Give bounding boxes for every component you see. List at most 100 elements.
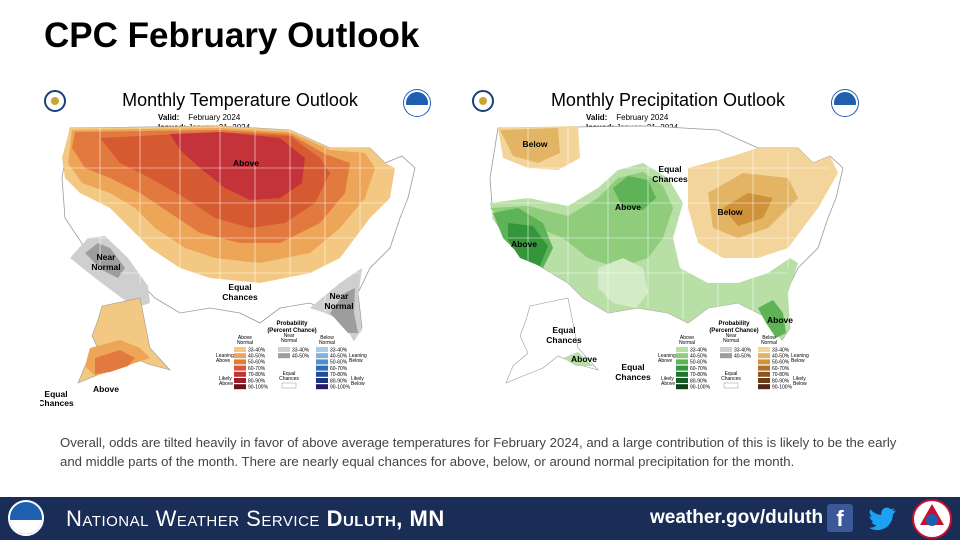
- legend-near-swatches: 33-40%40-50%: [720, 347, 752, 360]
- temp-equal-label-1: Equal: [228, 282, 251, 292]
- legend-col-near-2: Normal: [281, 338, 297, 344]
- legend-below-swatches: 33-40%40-50%50-60%60-70%70-80%80-90%90-1…: [316, 347, 351, 391]
- legend-near-swatches: 33-40%40-50%: [278, 347, 310, 360]
- precip-above-sw-label: Above: [511, 239, 537, 249]
- legend-likely-below-2: Below: [793, 381, 807, 387]
- precip-above-central-label: Above: [615, 202, 641, 212]
- temp-above-swatch-0: [234, 347, 246, 352]
- outlook-description: Overall, odds are tilted heavily in favo…: [60, 435, 897, 469]
- valid-key: Valid:: [586, 113, 608, 122]
- precip-below-swatch-6: [758, 384, 770, 390]
- precip-above-swatch-2: [676, 359, 688, 365]
- legend-likely-below-2: Below: [351, 381, 365, 387]
- precip-below-nw-label: Below: [522, 139, 547, 149]
- legend-equal-2: Chances: [721, 376, 741, 382]
- precip-above-swatch-5: [676, 378, 688, 383]
- temp-near-range-0: 33-40%: [292, 347, 310, 353]
- legend-leaning-above-2: Above: [216, 358, 230, 364]
- legend-col-near-1: Near: [726, 333, 737, 339]
- legend-col-above-1: Above: [238, 335, 252, 341]
- legend-likely-above-2: Above: [219, 381, 233, 387]
- temperature-outlook-map: Above Near Normal Near Normal Equal Chan…: [40, 125, 416, 408]
- temp-ak-equal-label-1: Equal: [44, 389, 67, 399]
- nws-office: Duluth, MN: [326, 506, 445, 531]
- precip-below-swatch-2: [758, 359, 770, 365]
- temp-above-range-0: 33-40%: [248, 347, 266, 353]
- temp-ak-above-label: Above: [93, 384, 119, 394]
- temperature-outlook-title: Monthly Temperature Outlook: [122, 90, 358, 110]
- temp-below-swatch-0: [316, 347, 328, 352]
- precipitation-outlook-map: Below Equal Chances Above Above Below Ab…: [489, 125, 844, 391]
- temp-above-range-1: 40-50%: [248, 354, 266, 360]
- legend-col-near-1: Near: [284, 333, 295, 339]
- temp-above-label: Above: [233, 158, 259, 168]
- temp-below-range-0: 33-40%: [330, 347, 348, 353]
- temp-below-swatch-5: [316, 378, 328, 383]
- legend-equal-1: Equal: [283, 371, 296, 377]
- nws-badge-icon: [912, 499, 952, 539]
- legend-col-above-1: Above: [680, 335, 694, 341]
- precip-above-swatch-4: [676, 371, 688, 377]
- alaska-above-33-40: [563, 352, 593, 366]
- temp-near-swatch-1: [278, 353, 290, 359]
- precip-below-swatch-3: [758, 365, 770, 371]
- precip-ak-above-label: Above: [571, 354, 597, 364]
- legend-likely-above-1: Likely: [661, 376, 674, 382]
- valid-key: Valid:: [158, 113, 180, 122]
- precip-above-swatch-6: [676, 384, 688, 390]
- temp-above-swatch-4: [234, 371, 246, 377]
- precip-equal-label-2: Chances: [652, 174, 688, 184]
- precipitation-outlook-title: Monthly Precipitation Outlook: [550, 90, 786, 110]
- precip-above-range-5: 80-90%: [690, 378, 708, 384]
- temp-above-swatch-5: [234, 378, 246, 383]
- precip-ak-equal-label-2: Chances: [546, 335, 582, 345]
- legend-leaning-above-1: Leaning: [658, 353, 676, 359]
- legend-likely-above-1: Likely: [219, 376, 232, 382]
- precip-near-range-1: 40-50%: [734, 354, 752, 360]
- precip-near-swatch-0: [720, 347, 732, 352]
- precipitation-legend: Probability (Percent Chance) Above Norma…: [658, 321, 809, 391]
- facebook-icon[interactable]: f: [827, 504, 853, 532]
- temp-above-swatch-1: [234, 353, 246, 359]
- legend-leaning-below-2: Below: [349, 358, 363, 364]
- precipitation-outlook-panel: Monthly Precipitation Outlook Valid: Feb…: [468, 86, 868, 411]
- temp-below-swatch-1: [316, 353, 328, 359]
- noaa-logo-icon: [832, 90, 858, 116]
- precip-below-range-0: 33-40%: [772, 347, 790, 353]
- nws-office-name: National Weather Service Duluth, MN: [66, 506, 445, 532]
- temp-above-range-3: 60-70%: [248, 366, 266, 372]
- noaa-logo-icon: [404, 90, 430, 116]
- temperature-legend: Probability (Percent Chance) Above Norma…: [216, 321, 367, 391]
- precip-ak-equal-label-3: Equal: [621, 362, 644, 372]
- temp-below-range-2: 50-60%: [330, 360, 348, 366]
- temp-near-range-1: 40-50%: [292, 354, 310, 360]
- temp-above-range-6: 90-100%: [248, 385, 269, 391]
- temp-equal-label-2: Chances: [222, 292, 258, 302]
- slide-title: CPC February Outlook: [44, 16, 420, 55]
- alaska-above-50-60: [95, 350, 135, 374]
- website-link[interactable]: weather.gov/duluth: [650, 507, 824, 528]
- near-normal-se-40-50: [330, 288, 358, 333]
- legend-equal-swatch: [281, 382, 297, 389]
- legend-equal-swatch: [723, 382, 739, 389]
- temp-near-swatch-0: [278, 347, 290, 352]
- temp-near-normal-label-2: Normal: [91, 262, 120, 272]
- commerce-seal-icon: [44, 90, 66, 112]
- state-lines: [493, 126, 828, 318]
- legend-above-swatches: 33-40%40-50%50-60%60-70%70-80%80-90%90-1…: [234, 347, 269, 391]
- temp-above-swatch-2: [234, 359, 246, 365]
- temp-above-swatch-6: [234, 384, 246, 390]
- precip-above-fl-label: Above: [767, 315, 793, 325]
- twitter-icon[interactable]: [866, 503, 898, 533]
- temp-below-range-1: 40-50%: [330, 354, 348, 360]
- legend-below-swatches: 33-40%40-50%50-60%60-70%70-80%80-90%90-1…: [758, 347, 793, 391]
- legend-leaning-above-1: Leaning: [216, 353, 234, 359]
- precip-above-range-6: 90-100%: [690, 385, 711, 391]
- temp-below-swatch-3: [316, 365, 328, 371]
- precip-below-ne-50-60: [723, 193, 773, 226]
- precip-ak-equal-label-4: Chances: [615, 372, 651, 382]
- nws-prefix: National Weather Service: [66, 506, 320, 531]
- temp-near-normal-label-1: Near: [97, 252, 117, 262]
- precip-near-range-0: 33-40%: [734, 347, 752, 353]
- temp-above-range-5: 80-90%: [248, 378, 266, 384]
